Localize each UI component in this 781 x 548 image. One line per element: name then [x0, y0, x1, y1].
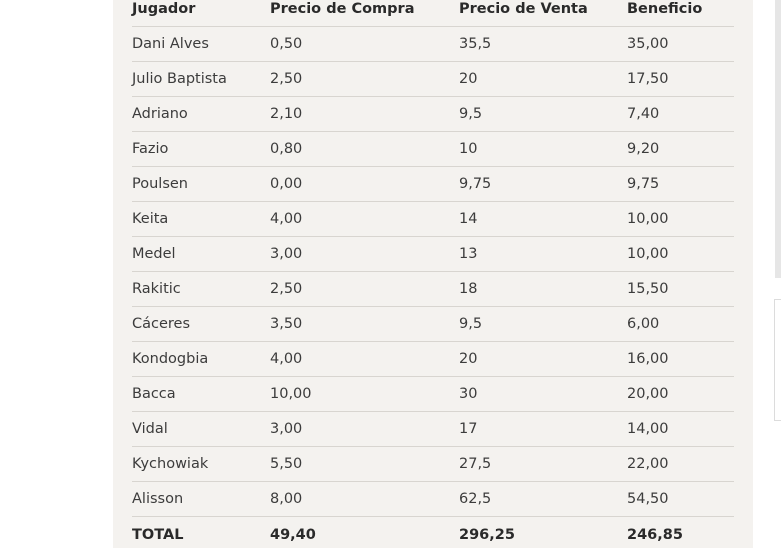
- cell-beneficio: 20,00: [627, 376, 734, 412]
- cell-jugador: Adriano: [132, 96, 270, 132]
- table-row: Poulsen 0,00 9,75 9,75: [132, 166, 734, 202]
- cell-precio-compra: 4,00: [270, 201, 459, 237]
- cell-jugador: Dani Alves: [132, 26, 270, 62]
- cell-precio-compra: 2,10: [270, 96, 459, 132]
- cell-precio-venta: 9,75: [459, 166, 627, 202]
- cell-precio-venta: 17: [459, 411, 627, 447]
- sidebar-widget-edge: [774, 299, 781, 421]
- table-row: Alisson 8,00 62,5 54,50: [132, 481, 734, 517]
- cell-beneficio: 14,00: [627, 411, 734, 447]
- cell-beneficio: 35,00: [627, 26, 734, 62]
- cell-jugador: Keita: [132, 201, 270, 237]
- header-beneficio: Beneficio: [627, 0, 734, 27]
- cell-precio-venta: 18: [459, 271, 627, 307]
- cell-jugador: Alisson: [132, 481, 270, 517]
- cell-precio-venta: 30: [459, 376, 627, 412]
- cell-precio-compra: 2,50: [270, 61, 459, 97]
- header-jugador: Jugador: [132, 0, 270, 27]
- cell-jugador: Julio Baptista: [132, 61, 270, 97]
- table-row: Cáceres 3,50 9,5 6,00: [132, 306, 734, 342]
- cell-precio-venta: 20: [459, 61, 627, 97]
- cell-jugador: Kychowiak: [132, 446, 270, 482]
- cell-precio-venta: 9,5: [459, 306, 627, 342]
- total-row: TOTAL 49,40 296,25 246,85: [132, 517, 734, 548]
- table-row: Keita 4,00 14 10,00: [132, 201, 734, 237]
- cell-beneficio: 10,00: [627, 236, 734, 272]
- cell-beneficio: 7,40: [627, 96, 734, 132]
- total-precio-compra: 49,40: [270, 527, 316, 543]
- cell-precio-venta: 20: [459, 341, 627, 377]
- table-header-row: Jugador Precio de Compra Precio de Venta…: [132, 0, 734, 27]
- header-precio-compra: Precio de Compra: [270, 0, 459, 27]
- table-row: Medel 3,00 13 10,00: [132, 236, 734, 272]
- cell-precio-venta: 14: [459, 201, 627, 237]
- cell-beneficio: 22,00: [627, 446, 734, 482]
- sidebar-edge: [775, 0, 781, 278]
- total-precio-venta: 296,25: [459, 527, 515, 543]
- cell-precio-compra: 3,00: [270, 236, 459, 272]
- cell-beneficio: 17,50: [627, 61, 734, 97]
- cell-precio-compra: 0,80: [270, 131, 459, 167]
- cell-precio-venta: 9,5: [459, 96, 627, 132]
- cell-precio-compra: 3,50: [270, 306, 459, 342]
- cell-precio-compra: 0,50: [270, 26, 459, 62]
- cell-precio-compra: 4,00: [270, 341, 459, 377]
- transfer-profit-table: Jugador Precio de Compra Precio de Venta…: [132, 0, 734, 548]
- cell-jugador: Bacca: [132, 376, 270, 412]
- table-row: Rakitic 2,50 18 15,50: [132, 271, 734, 307]
- cell-jugador: Cáceres: [132, 306, 270, 342]
- cell-beneficio: 54,50: [627, 481, 734, 517]
- cell-precio-compra: 2,50: [270, 271, 459, 307]
- cell-precio-venta: 13: [459, 236, 627, 272]
- cell-jugador: Kondogbia: [132, 341, 270, 377]
- total-beneficio: 246,85: [627, 527, 683, 543]
- cell-precio-venta: 10: [459, 131, 627, 167]
- table-row: Adriano 2,10 9,5 7,40: [132, 96, 734, 132]
- table-row: Julio Baptista 2,50 20 17,50: [132, 61, 734, 97]
- cell-precio-compra: 3,00: [270, 411, 459, 447]
- cell-precio-compra: 8,00: [270, 481, 459, 517]
- header-precio-venta: Precio de Venta: [459, 0, 627, 27]
- table-row: Fazio 0,80 10 9,20: [132, 131, 734, 167]
- cell-beneficio: 16,00: [627, 341, 734, 377]
- cell-jugador: Medel: [132, 236, 270, 272]
- cell-precio-compra: 0,00: [270, 166, 459, 202]
- cell-jugador: Poulsen: [132, 166, 270, 202]
- cell-beneficio: 9,20: [627, 131, 734, 167]
- cell-precio-venta: 62,5: [459, 481, 627, 517]
- total-label: TOTAL: [132, 527, 184, 543]
- cell-beneficio: 15,50: [627, 271, 734, 307]
- table-body: Dani Alves 0,50 35,5 35,00 Julio Baptista 2,5…: [132, 26, 734, 517]
- table-row: Dani Alves 0,50 35,5 35,00: [132, 26, 734, 62]
- cell-precio-compra: 10,00: [270, 376, 459, 412]
- cell-beneficio: 9,75: [627, 166, 734, 202]
- table-row: Kychowiak 5,50 27,5 22,00: [132, 446, 734, 482]
- cell-precio-venta: 35,5: [459, 26, 627, 62]
- cell-beneficio: 6,00: [627, 306, 734, 342]
- cell-jugador: Vidal: [132, 411, 270, 447]
- table-row: Bacca 10,00 30 20,00: [132, 376, 734, 412]
- cell-jugador: Fazio: [132, 131, 270, 167]
- cell-precio-venta: 27,5: [459, 446, 627, 482]
- cell-precio-compra: 5,50: [270, 446, 459, 482]
- cell-jugador: Rakitic: [132, 271, 270, 307]
- cell-beneficio: 10,00: [627, 201, 734, 237]
- table-row: Vidal 3,00 17 14,00: [132, 411, 734, 447]
- table-row: Kondogbia 4,00 20 16,00: [132, 341, 734, 377]
